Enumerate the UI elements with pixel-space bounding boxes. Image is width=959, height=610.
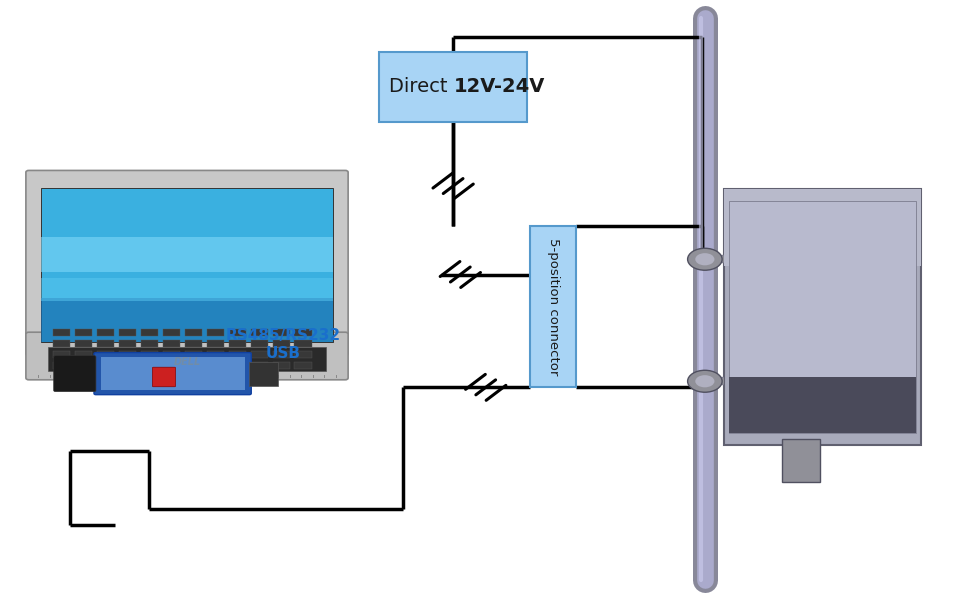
FancyBboxPatch shape: [41, 278, 333, 301]
FancyBboxPatch shape: [530, 226, 576, 387]
FancyBboxPatch shape: [119, 351, 136, 358]
FancyBboxPatch shape: [228, 362, 246, 369]
FancyBboxPatch shape: [379, 52, 527, 122]
FancyBboxPatch shape: [97, 362, 114, 369]
FancyBboxPatch shape: [724, 189, 921, 445]
FancyBboxPatch shape: [75, 340, 92, 347]
FancyBboxPatch shape: [119, 362, 136, 369]
FancyBboxPatch shape: [97, 329, 114, 336]
FancyBboxPatch shape: [228, 329, 246, 336]
FancyBboxPatch shape: [26, 170, 348, 356]
FancyBboxPatch shape: [272, 362, 290, 369]
FancyBboxPatch shape: [782, 439, 820, 482]
FancyBboxPatch shape: [94, 353, 251, 395]
FancyBboxPatch shape: [163, 362, 180, 369]
FancyBboxPatch shape: [250, 340, 268, 347]
Circle shape: [688, 248, 722, 270]
FancyBboxPatch shape: [294, 351, 312, 358]
FancyBboxPatch shape: [153, 358, 221, 373]
FancyBboxPatch shape: [250, 329, 268, 336]
FancyBboxPatch shape: [294, 362, 312, 369]
FancyBboxPatch shape: [26, 332, 348, 380]
FancyBboxPatch shape: [41, 188, 333, 342]
FancyBboxPatch shape: [163, 351, 180, 358]
FancyBboxPatch shape: [250, 362, 268, 369]
FancyBboxPatch shape: [53, 362, 70, 369]
Text: RS485/RS232: RS485/RS232: [225, 328, 340, 343]
FancyBboxPatch shape: [75, 329, 92, 336]
Text: 12V-24V: 12V-24V: [454, 77, 545, 96]
FancyBboxPatch shape: [75, 362, 92, 369]
FancyBboxPatch shape: [101, 357, 245, 390]
FancyBboxPatch shape: [272, 329, 290, 336]
FancyBboxPatch shape: [48, 347, 326, 371]
FancyBboxPatch shape: [729, 201, 916, 433]
FancyBboxPatch shape: [206, 351, 223, 358]
FancyBboxPatch shape: [228, 340, 246, 347]
FancyBboxPatch shape: [724, 189, 921, 266]
FancyBboxPatch shape: [53, 329, 70, 336]
FancyBboxPatch shape: [119, 329, 136, 336]
FancyBboxPatch shape: [185, 362, 201, 369]
FancyBboxPatch shape: [294, 329, 312, 336]
FancyBboxPatch shape: [185, 340, 201, 347]
FancyBboxPatch shape: [729, 377, 916, 433]
FancyBboxPatch shape: [250, 351, 268, 358]
FancyBboxPatch shape: [54, 356, 96, 392]
FancyBboxPatch shape: [185, 351, 201, 358]
FancyBboxPatch shape: [163, 329, 180, 336]
FancyBboxPatch shape: [97, 340, 114, 347]
FancyBboxPatch shape: [185, 329, 201, 336]
FancyBboxPatch shape: [53, 351, 70, 358]
FancyBboxPatch shape: [41, 237, 333, 272]
FancyBboxPatch shape: [53, 340, 70, 347]
FancyBboxPatch shape: [272, 351, 290, 358]
FancyBboxPatch shape: [141, 340, 158, 347]
Text: Direct: Direct: [388, 77, 454, 96]
Circle shape: [695, 375, 714, 387]
FancyBboxPatch shape: [206, 362, 223, 369]
FancyBboxPatch shape: [141, 329, 158, 336]
FancyBboxPatch shape: [272, 340, 290, 347]
FancyBboxPatch shape: [97, 351, 114, 358]
FancyBboxPatch shape: [141, 362, 158, 369]
FancyBboxPatch shape: [249, 362, 278, 386]
Circle shape: [688, 370, 722, 392]
Text: 5-position connector: 5-position connector: [547, 238, 560, 375]
FancyBboxPatch shape: [41, 298, 333, 342]
Circle shape: [695, 253, 714, 265]
FancyBboxPatch shape: [163, 340, 180, 347]
Text: USB: USB: [266, 346, 300, 361]
FancyBboxPatch shape: [294, 340, 312, 347]
FancyBboxPatch shape: [228, 351, 246, 358]
Text: DELL: DELL: [174, 357, 200, 367]
FancyBboxPatch shape: [119, 340, 136, 347]
FancyBboxPatch shape: [75, 351, 92, 358]
FancyBboxPatch shape: [141, 351, 158, 358]
FancyBboxPatch shape: [152, 367, 175, 387]
FancyBboxPatch shape: [206, 340, 223, 347]
FancyBboxPatch shape: [206, 329, 223, 336]
